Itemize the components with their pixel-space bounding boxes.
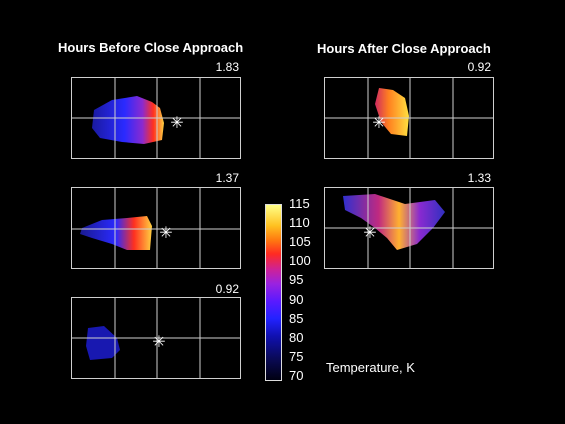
colorbar-tick-label: 105 [289,234,311,250]
colorbar-tick-label: 110 [289,215,310,231]
panel-label-after-1: 0.92 [467,60,491,74]
thermal-map-before-2 [72,188,240,268]
asterisk-icon: ✳ [152,334,166,351]
thermal-map-before-3 [72,298,240,378]
panel-label-before-1: 1.83 [215,60,239,74]
heading-before: Hours Before Close Approach [58,40,244,55]
colorbar-tick-label: 85 [289,310,304,326]
panel-label-after-2: 1.33 [467,171,491,185]
colorbar-title: Temperature, K [326,360,415,375]
asterisk-icon: ✳ [363,225,377,242]
colorbar-tick-label: 95 [289,272,304,288]
panel-label-before-3: 0.92 [215,282,239,296]
asterisk-icon: ✳ [372,115,386,132]
thermal-map-after-1 [325,78,493,158]
colorbar-tick-label: 75 [289,348,304,364]
thermal-map-after-2 [325,188,493,268]
panel-before-3: ✳ [71,297,241,379]
colorbar-tick-label: 70 [289,367,304,383]
panel-after-2: ✳ [324,187,494,269]
thermal-map-before-1 [72,78,240,158]
panel-before-2: ✳ [71,187,241,269]
heading-after: Hours After Close Approach [317,41,491,56]
colorbar-tick-label: 90 [289,291,304,307]
panel-before-1: ✳ [71,77,241,159]
panel-after-1: ✳ [324,77,494,159]
temperature-colorbar [265,204,282,381]
asterisk-icon: ✳ [170,115,184,132]
colorbar-tick-label: 100 [289,253,311,269]
colorbar-tick-label: 115 [289,196,310,211]
panel-label-before-2: 1.37 [215,171,239,185]
colorbar-tick-label: 80 [289,329,304,345]
asterisk-icon: ✳ [159,225,173,242]
